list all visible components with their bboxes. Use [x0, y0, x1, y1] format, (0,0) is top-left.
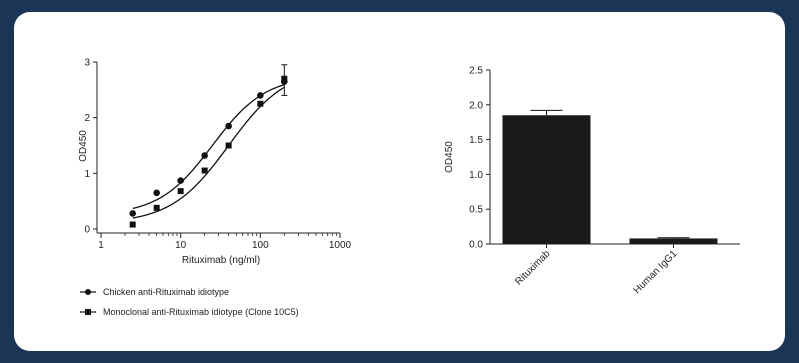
left-y-tick-label: 3 [84, 58, 90, 69]
bar-rituximab [502, 115, 591, 245]
right-y-tick-label: 0.5 [469, 205, 483, 216]
left-y-tick-label: 2 [84, 113, 90, 124]
data-point-monoclonal [257, 100, 264, 107]
left-x-tick-label: 100 [252, 240, 269, 251]
bar-human-igg1 [629, 238, 718, 244]
legend: Chicken anti-Rituximab idiotype Monoclon… [80, 287, 299, 317]
left-y-tick-label: 1 [84, 169, 90, 180]
data-point-chicken [153, 189, 160, 197]
data-point-chicken [129, 210, 137, 217]
legend-item-monoclonal: Monoclonal anti-Rituximab idiotype (Clon… [80, 307, 299, 317]
legend-label-chicken: Chicken anti-Rituximab idiotype [103, 287, 229, 297]
legend-item-chicken: Chicken anti-Rituximab idiotype [80, 287, 229, 297]
right-x-tick-label: Human IgG1 [632, 248, 680, 296]
fit-curve-series-2 [132, 86, 285, 219]
data-point-monoclonal [153, 204, 160, 211]
data-point-chicken [225, 122, 232, 130]
left-x-tick-label: 10 [175, 240, 187, 251]
right-y-axis-label: OD450 [444, 141, 455, 173]
left-x-axis-label: Rituximab (ng/ml) [182, 255, 260, 266]
left-y-axis-label: OD450 [78, 130, 89, 162]
figure-card [14, 12, 785, 351]
right-y-tick-label: 1.5 [469, 135, 483, 146]
right-y-tick-label: 2.0 [469, 100, 483, 111]
right-y-tick-label: 1.0 [469, 170, 483, 181]
right-y-tick-label: 2.5 [469, 66, 483, 77]
left-y-tick-label: 0 [84, 225, 90, 236]
data-point-monoclonal [129, 221, 136, 228]
legend-square-marker [85, 309, 91, 315]
data-point-monoclonal [177, 188, 184, 195]
right-x-tick-label: Rituximab [513, 248, 553, 288]
data-point-monoclonal [201, 167, 208, 174]
bar-chart: OD450 0.0 0.5 1.0 1.5 2.0 2.5 Rituximab Human I… [444, 66, 740, 296]
data-point-monoclonal [225, 142, 232, 149]
right-y-tick-label: 0.0 [469, 240, 483, 251]
data-point-chicken [257, 92, 264, 99]
legend-label-monoclonal: Monoclonal anti-Rituximab idiotype (Clon… [103, 307, 299, 317]
left-x-tick-label: 1 [98, 240, 104, 251]
data-point-chicken [177, 177, 184, 184]
data-point-chicken [201, 152, 208, 159]
legend-circle-marker [85, 289, 91, 295]
left-x-tick-label: 1000 [329, 240, 352, 251]
